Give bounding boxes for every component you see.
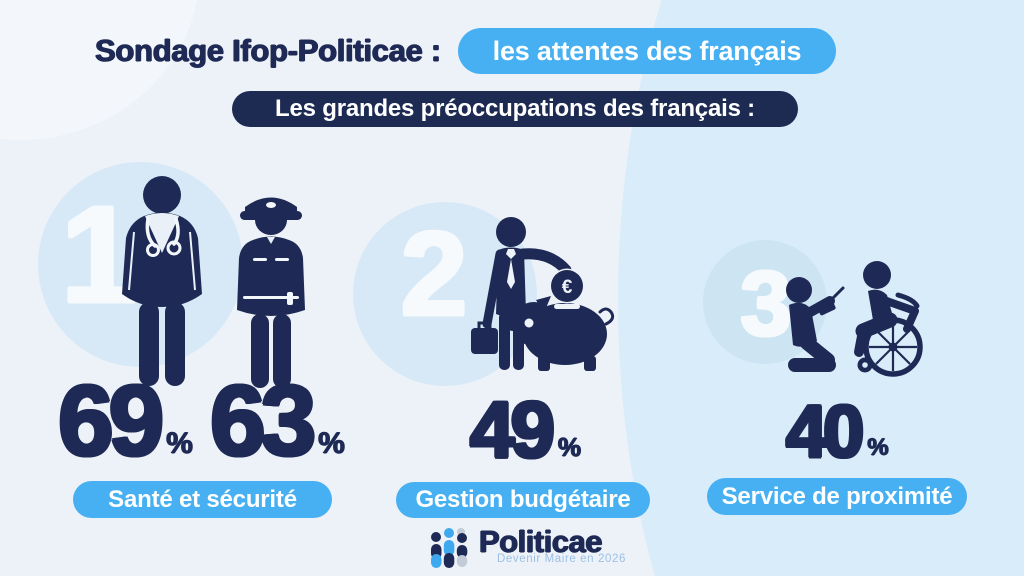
title-highlight-pill: les attentes des français bbox=[458, 28, 836, 74]
rank-3-numeral: 3 bbox=[740, 253, 791, 355]
stat-value: 63 bbox=[210, 365, 316, 477]
category-pill-service-proximite: Service de proximité bbox=[707, 478, 967, 515]
rank-2-numeral: 2 bbox=[400, 207, 468, 341]
businessman-piggy-bank-icon: € bbox=[471, 217, 615, 371]
stat-gestion: 49 % bbox=[470, 385, 582, 474]
politicae-logo-icon bbox=[431, 528, 468, 568]
police-officer-icon bbox=[237, 197, 305, 388]
caregiver-wheelchair-icon bbox=[786, 261, 923, 377]
percent-sign: % bbox=[166, 427, 193, 460]
stat-proximite: 40 % bbox=[786, 390, 889, 473]
stat-value: 40 bbox=[786, 390, 864, 473]
nurse-icon bbox=[122, 176, 202, 386]
stat-value: 49 bbox=[470, 385, 555, 474]
percent-sign: % bbox=[557, 432, 582, 463]
brand-tagline: Devenir Maire en 2026 bbox=[497, 553, 626, 565]
stat-securite: 63 % bbox=[210, 365, 345, 477]
rank-1-numeral: 1 bbox=[60, 178, 138, 332]
page-title: Sondage Ifop-Politicae : bbox=[95, 33, 441, 68]
percent-sign: % bbox=[318, 427, 345, 460]
subtitle-pill: Les grandes préoccupations des français … bbox=[232, 91, 798, 127]
category-pill-sante-securite: Santé et sécurité bbox=[73, 481, 332, 518]
stat-sante: 69 % bbox=[58, 365, 193, 477]
brand-name: Politicae bbox=[479, 524, 603, 559]
stat-value: 69 bbox=[58, 365, 164, 477]
euro-symbol: € bbox=[562, 277, 573, 298]
percent-sign: % bbox=[867, 433, 889, 461]
category-pill-gestion-budgetaire: Gestion budgétaire bbox=[396, 482, 650, 518]
